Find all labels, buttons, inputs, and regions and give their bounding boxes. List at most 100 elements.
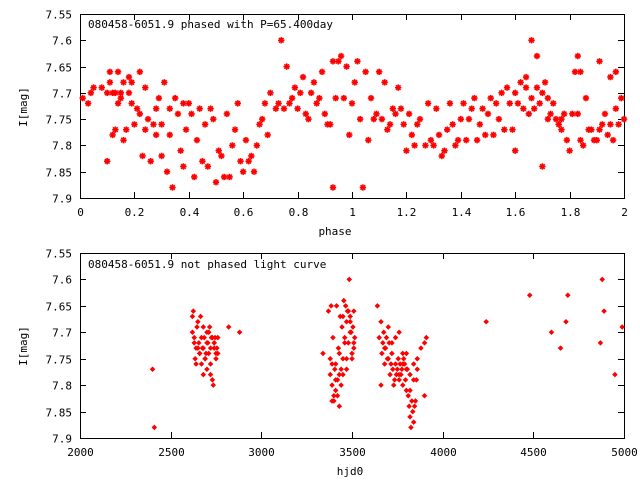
data-point — [106, 79, 114, 86]
data-point — [347, 318, 353, 325]
data-point — [248, 152, 255, 160]
y-tick-label: 7.6 — [52, 274, 72, 287]
data-point — [389, 105, 396, 112]
data-point — [430, 142, 437, 149]
data-point — [346, 131, 353, 139]
data-point — [563, 318, 569, 325]
y-tick-label: 7.75 — [46, 354, 73, 367]
data-point — [283, 63, 290, 70]
data-point — [90, 84, 97, 91]
data-point — [557, 345, 564, 351]
data-point — [533, 52, 541, 60]
data-point — [215, 147, 222, 154]
data-point — [332, 366, 338, 373]
data-point — [318, 68, 326, 76]
data-point — [599, 121, 606, 128]
x-tick-label: 5000 — [611, 446, 638, 459]
phased-data-points — [79, 37, 628, 191]
y-tick-label: 7.8 — [52, 380, 72, 393]
data-point — [139, 152, 146, 160]
unphased-x-axis-label: hjd0 — [337, 465, 364, 478]
data-point — [615, 121, 622, 128]
data-point — [334, 377, 341, 383]
data-point — [501, 126, 508, 133]
data-point — [506, 100, 513, 107]
data-point — [195, 318, 201, 325]
data-point — [325, 308, 332, 314]
data-point — [185, 100, 192, 107]
data-point — [412, 398, 419, 404]
data-point — [297, 89, 304, 97]
data-point — [250, 168, 258, 175]
data-point — [548, 329, 555, 336]
data-point — [452, 142, 459, 149]
data-point — [349, 355, 355, 362]
data-point — [609, 136, 617, 144]
data-point — [403, 147, 410, 154]
data-point — [441, 147, 448, 154]
data-point — [333, 303, 340, 309]
data-point — [327, 121, 334, 128]
data-point — [476, 121, 484, 128]
data-point — [490, 131, 497, 139]
data-point — [483, 318, 489, 325]
data-point — [123, 126, 130, 133]
data-point — [399, 366, 405, 373]
data-point — [327, 355, 334, 362]
data-point — [619, 324, 625, 330]
data-point — [565, 292, 571, 299]
data-point — [210, 382, 217, 388]
data-point — [403, 366, 410, 373]
data-point — [350, 324, 356, 330]
data-point — [150, 121, 157, 128]
data-point — [158, 152, 165, 160]
y-tick-label: 7.85 — [46, 167, 73, 180]
data-point — [356, 115, 364, 123]
data-point — [215, 334, 221, 341]
data-point — [410, 419, 417, 425]
data-point — [329, 58, 337, 65]
data-point — [214, 345, 220, 351]
data-point — [550, 100, 557, 107]
data-point — [280, 105, 288, 112]
y-tick-label: 7.9 — [52, 193, 72, 206]
unphased-y-axis-label: I[mag] — [17, 326, 30, 366]
data-point — [340, 355, 346, 362]
data-point — [482, 131, 489, 139]
data-point — [351, 308, 357, 314]
data-point — [320, 350, 326, 357]
data-point — [484, 110, 492, 118]
data-point — [376, 334, 382, 341]
data-point — [397, 105, 405, 112]
data-point — [182, 126, 190, 133]
data-point — [336, 371, 343, 378]
data-point — [204, 366, 210, 373]
data-point — [125, 89, 133, 97]
y-tick-label: 7.7 — [52, 88, 72, 101]
data-point — [479, 105, 486, 112]
data-point — [207, 361, 214, 367]
data-point — [192, 355, 198, 362]
data-point — [351, 345, 357, 351]
phased-chart-title: 080458-6051.9 phased with P=65.400day — [88, 18, 333, 31]
data-point — [330, 334, 336, 341]
data-point — [339, 324, 345, 330]
data-point — [424, 100, 432, 107]
data-point — [212, 179, 220, 186]
data-point — [385, 324, 392, 330]
data-point — [522, 84, 530, 91]
data-point — [410, 377, 417, 383]
data-point — [473, 136, 481, 144]
data-point — [87, 89, 95, 97]
data-point — [392, 361, 399, 367]
data-point — [457, 115, 464, 123]
data-point — [242, 136, 250, 144]
data-point — [172, 94, 179, 102]
data-point — [331, 392, 337, 399]
data-point — [520, 105, 527, 112]
y-tick-label: 7.85 — [46, 407, 73, 420]
y-tick-label: 7.9 — [52, 433, 72, 446]
data-point — [395, 355, 402, 362]
